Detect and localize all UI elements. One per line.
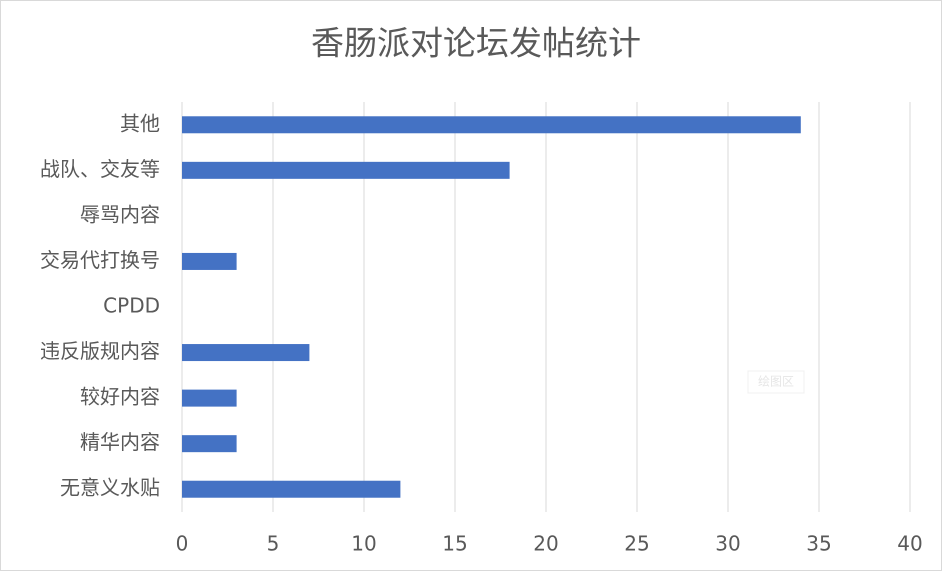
x-tick-label: 20: [533, 532, 558, 556]
y-tick-label: 交易代打换号: [40, 248, 160, 272]
x-tick-label: 25: [624, 532, 649, 556]
y-tick-label: CPDD: [103, 294, 160, 318]
bar: [182, 344, 310, 362]
y-tick-label: 战队、交友等: [40, 157, 160, 181]
bar: [182, 161, 510, 179]
chart-title: 香肠派对论坛发帖统计: [311, 24, 641, 63]
x-tick-label: 40: [897, 532, 922, 556]
x-tick-label: 15: [442, 532, 467, 556]
bar: [182, 252, 237, 270]
y-tick-label: 较好内容: [80, 385, 160, 409]
x-tick-label: 35: [806, 532, 831, 556]
bar: [182, 435, 237, 453]
bar: [182, 389, 237, 407]
x-tick-label: 0: [176, 532, 189, 556]
tooltip-box: [747, 370, 805, 394]
y-tick-label: 其他: [120, 111, 160, 135]
x-tick-label: 30: [715, 532, 740, 556]
y-tick-label: 精华内容: [80, 430, 160, 454]
tooltip: 绘图区: [758, 374, 794, 389]
y-tick-label: 辱骂内容: [80, 202, 160, 226]
bar: [182, 480, 401, 498]
x-tick-label: 10: [351, 532, 376, 556]
x-tick-label: 5: [267, 532, 280, 556]
bar: [182, 116, 801, 134]
y-tick-label: 违反版规内容: [40, 339, 160, 363]
y-tick-label: 无意义水贴: [60, 476, 160, 500]
